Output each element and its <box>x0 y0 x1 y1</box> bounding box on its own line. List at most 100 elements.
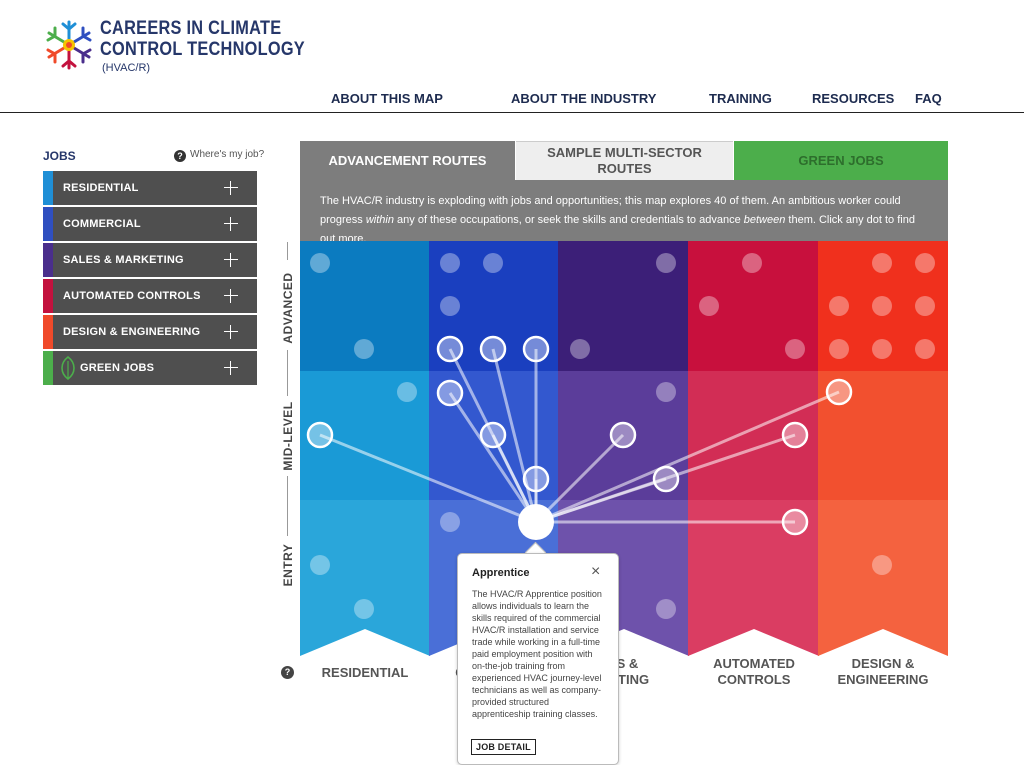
brand-title-line2: CONTROL TECHNOLOGY <box>100 39 305 60</box>
close-icon[interactable]: × <box>591 563 601 580</box>
help-icon[interactable]: ? <box>281 666 294 679</box>
wheres-my-job-label: Where's my job? <box>190 149 265 160</box>
career-map <box>300 241 948 656</box>
nav-training[interactable]: TRAINING <box>709 91 772 106</box>
job-dot <box>915 296 935 316</box>
job-dot <box>656 599 676 619</box>
column-label-design-engineering: DESIGN & ENGINEERING <box>818 656 948 688</box>
intro-emphasis: within <box>365 214 394 226</box>
job-dot <box>915 339 935 359</box>
job-dot-connected <box>479 335 507 363</box>
brand-subtitle: (HVAC/R) <box>102 62 151 74</box>
job-dots[interactable] <box>310 253 935 619</box>
route-line <box>535 433 796 524</box>
plus-icon[interactable] <box>224 181 238 195</box>
job-dot <box>440 296 460 316</box>
job-dot <box>310 555 330 575</box>
tab-label: SAMPLE MULTI-SECTOR ROUTES <box>547 145 702 176</box>
column-residential <box>300 241 430 656</box>
plus-icon[interactable] <box>224 253 238 267</box>
job-dot <box>915 253 935 273</box>
job-dot-connected <box>436 379 464 407</box>
job-dot <box>310 253 330 273</box>
color-bar <box>43 351 53 385</box>
job-dot <box>829 296 849 316</box>
job-popup: Apprentice × The HVAC/R Apprentice posit… <box>457 553 619 765</box>
job-dot-connected <box>781 421 809 449</box>
job-dot-connected <box>781 508 809 536</box>
column-label-line: AUTOMATED <box>713 656 795 671</box>
job-dot-selected-apprentice[interactable] <box>518 504 554 540</box>
job-dot <box>397 382 417 402</box>
column-automated-controls <box>688 241 819 656</box>
sidebar-item-commercial[interactable]: COMMERCIAL <box>43 207 257 241</box>
job-dot-connected <box>522 465 550 493</box>
plus-icon[interactable] <box>224 217 238 231</box>
plus-icon[interactable] <box>224 289 238 303</box>
sidebar-item-label: RESIDENTIAL <box>63 182 139 194</box>
job-dot-connected <box>825 378 853 406</box>
column-label-line: DESIGN & <box>851 656 915 671</box>
sidebar-item-design-engineering[interactable]: DESIGN & ENGINEERING <box>43 315 257 349</box>
job-dot-connected <box>522 335 550 363</box>
sidebar-item-label: DESIGN & ENGINEERING <box>63 326 201 338</box>
color-bar <box>43 315 53 349</box>
job-dot-connected <box>436 335 464 363</box>
level-entry-label: ENTRY <box>281 543 295 587</box>
sidebar-item-residential[interactable]: RESIDENTIAL <box>43 171 257 205</box>
sidebar-item-green-jobs[interactable]: GREEN JOBS <box>43 351 257 385</box>
column-label-line: ENGINEERING <box>837 672 929 687</box>
axis-line <box>287 242 288 260</box>
plus-icon[interactable] <box>224 361 238 375</box>
leaf-icon <box>61 355 75 381</box>
sidebar-item-sales-marketing[interactable]: SALES & MARKETING <box>43 243 257 277</box>
intro-emphasis: between <box>743 214 786 226</box>
route-line <box>535 390 840 524</box>
job-dot-connected <box>652 465 680 493</box>
job-dot <box>699 296 719 316</box>
job-dot <box>872 253 892 273</box>
nav-faq[interactable]: FAQ <box>915 91 942 106</box>
nav-about-this-map[interactable]: ABOUT THIS MAP <box>331 91 443 106</box>
header-divider <box>0 112 1024 113</box>
popup-title: Apprentice <box>472 567 530 579</box>
job-dot <box>785 339 805 359</box>
logo-snowflake-icon <box>46 20 92 70</box>
job-dot <box>656 382 676 402</box>
intro-text: The HVAC/R industry is exploding with jo… <box>300 180 948 245</box>
intro-part: The HVAC/R industry is exploding with jo… <box>320 195 901 226</box>
color-bar <box>43 171 53 205</box>
brand-title-line1: CAREERS IN CLIMATE <box>100 18 282 39</box>
connected-job-dots[interactable] <box>306 335 853 536</box>
job-dot <box>354 599 374 619</box>
route-line <box>491 348 538 523</box>
job-dot <box>483 253 503 273</box>
job-dot <box>872 339 892 359</box>
route-line <box>448 392 538 523</box>
column-label-residential: RESIDENTIAL <box>321 665 409 680</box>
plus-icon[interactable] <box>224 325 238 339</box>
sidebar-item-label: SALES & MARKETING <box>63 254 184 266</box>
tab-green-jobs[interactable]: GREEN JOBS <box>734 141 948 180</box>
job-dot <box>440 253 460 273</box>
help-icon: ? <box>174 150 186 162</box>
color-bar <box>43 243 53 277</box>
advancement-routes <box>319 348 840 524</box>
job-dot <box>742 253 762 273</box>
tab-sample-multi-sector-routes[interactable]: SAMPLE MULTI-SECTOR ROUTES <box>516 141 733 180</box>
job-dot-connected <box>306 421 334 449</box>
job-dot <box>872 555 892 575</box>
wheres-my-job-link[interactable]: ? Where's my job? <box>174 149 264 162</box>
tab-advancement-routes[interactable]: ADVANCEMENT ROUTES <box>300 141 515 180</box>
job-dot-connected <box>609 421 637 449</box>
nav-resources[interactable]: RESOURCES <box>812 91 895 106</box>
sidebar-item-label: GREEN JOBS <box>80 362 155 374</box>
sidebar-item-automated-controls[interactable]: AUTOMATED CONTROLS <box>43 279 257 313</box>
route-line <box>319 433 537 524</box>
column-design-engineering <box>818 241 948 656</box>
popup-description: The HVAC/R Apprentice position allows in… <box>472 589 602 719</box>
job-dot <box>440 512 460 532</box>
job-dot <box>656 253 676 273</box>
jobs-heading: JOBS <box>43 149 76 163</box>
nav-about-the-industry[interactable]: ABOUT THE INDUSTRY <box>511 91 657 106</box>
